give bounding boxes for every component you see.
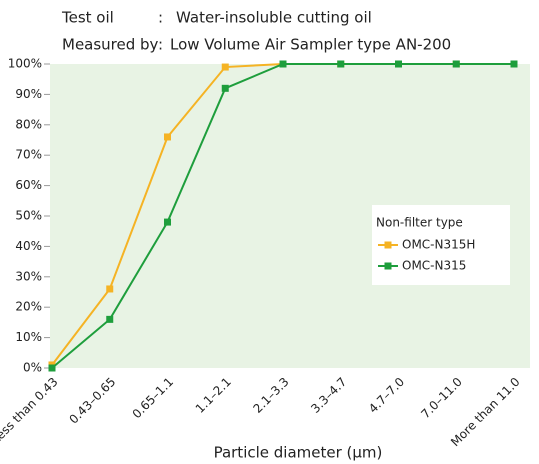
point xyxy=(221,84,229,92)
y-tick-label: 90% xyxy=(15,87,42,101)
x-tick-label: 3.3–4.7 xyxy=(308,375,349,416)
y-tick-label: 50% xyxy=(15,209,42,223)
legend-marker xyxy=(384,241,392,249)
y-tick-label: 80% xyxy=(15,117,42,131)
x-tick-label: 1.1–2.1 xyxy=(193,375,234,416)
x-tick-label: 7.0–11.0 xyxy=(418,375,465,422)
x-tick-label: 2.1–3.3 xyxy=(250,375,291,416)
y-tick-label: 70% xyxy=(15,148,42,162)
point xyxy=(337,60,345,68)
point xyxy=(164,133,171,141)
x-tick-label: Less than 0.43 xyxy=(0,375,61,447)
header-sep: : xyxy=(158,9,163,27)
y-tick-label: 40% xyxy=(15,239,42,253)
x-tick-label: 0.43–0.65 xyxy=(66,375,118,427)
point xyxy=(164,218,171,226)
y-tick-label: 10% xyxy=(15,330,42,344)
point xyxy=(452,60,460,68)
legend-label: OMC-N315 xyxy=(402,259,466,273)
legend-title: Non-filter type xyxy=(376,216,463,230)
point xyxy=(106,285,114,293)
point xyxy=(395,60,402,68)
header-value: Low Volume Air Sampler type AN-200 xyxy=(170,36,451,54)
header-sep: : xyxy=(158,36,163,54)
x-tick-label: 4.7–7.0 xyxy=(366,375,407,416)
point xyxy=(48,364,56,372)
point xyxy=(510,60,518,68)
x-tick-label: 0.65–1.1 xyxy=(130,375,177,422)
y-tick-label: 30% xyxy=(15,269,42,283)
x-axis-title: Particle diameter (µm) xyxy=(214,444,383,462)
legend-marker xyxy=(384,262,392,270)
y-tick-label: 20% xyxy=(15,300,42,314)
y-tick-label: 0% xyxy=(23,361,42,375)
y-tick-label: 60% xyxy=(15,178,42,192)
point xyxy=(279,60,287,68)
header-label: Test oil xyxy=(61,9,114,27)
point xyxy=(221,63,229,71)
legend-label: OMC-N315H xyxy=(402,238,475,252)
y-tick-label: 100% xyxy=(8,57,42,71)
header-value: Water-insoluble cutting oil xyxy=(176,9,372,27)
header-label: Measured by xyxy=(62,36,159,54)
point xyxy=(106,315,114,323)
